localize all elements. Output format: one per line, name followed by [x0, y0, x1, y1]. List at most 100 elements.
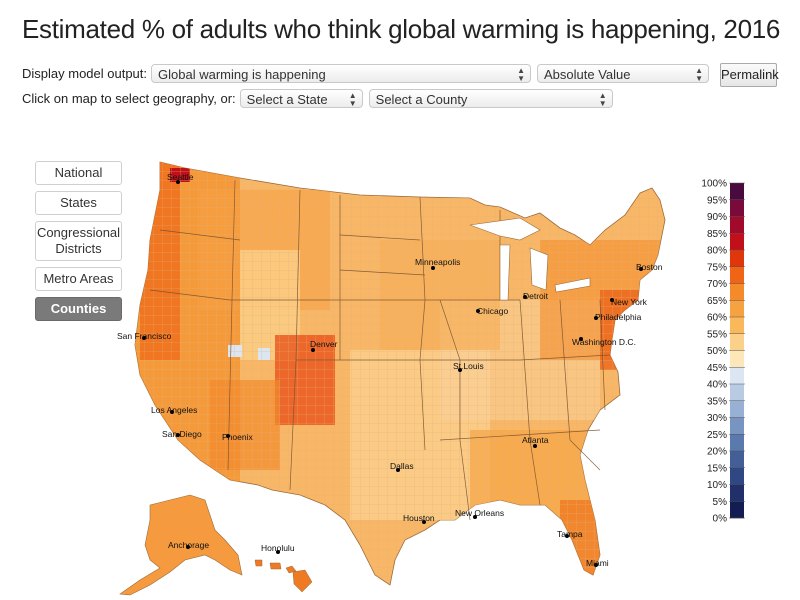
city-honolulu[interactable]: Honolulu: [261, 543, 295, 554]
legend-label: 40%: [707, 380, 727, 391]
legend-label: 25%: [707, 430, 727, 441]
city-san-francisco[interactable]: San Francisco: [117, 331, 172, 341]
state-select[interactable]: Select a State ▲ ▼: [239, 89, 363, 108]
value-type-select[interactable]: Absolute Value ▲ ▼: [537, 64, 710, 83]
legend-swatch: [730, 367, 744, 385]
geography-row: Click on map to select geography, or: Se…: [22, 89, 619, 108]
legend-swatch: [730, 467, 744, 485]
city-label: Anchorage: [168, 540, 209, 550]
legend-swatch: [730, 233, 744, 251]
legend-swatch: [730, 300, 744, 318]
city-los-angeles[interactable]: Los Angeles: [151, 405, 197, 415]
model-output-label: Display model output:: [22, 66, 148, 81]
legend-swatch: [730, 283, 744, 301]
city-label: Denver: [310, 339, 338, 349]
city-label: Houston: [403, 513, 435, 523]
geo-button-congressional-districts[interactable]: Congressional Districts: [35, 221, 122, 261]
legend-label: 15%: [707, 463, 727, 474]
legend-label: 65%: [707, 296, 727, 307]
city-label: New York: [611, 297, 648, 307]
city-minneapolis[interactable]: Minneapolis: [415, 257, 460, 270]
city-st-louis[interactable]: St.Louis: [453, 361, 484, 372]
city-chicago[interactable]: Chicago: [476, 306, 508, 316]
city-label: Atlanta: [522, 435, 549, 445]
select-arrows-icon: ▲ ▼: [517, 65, 526, 83]
city-san-diego[interactable]: San Diego: [162, 429, 202, 439]
city-label: Miami: [586, 558, 609, 568]
geo-button-counties[interactable]: Counties: [35, 297, 122, 321]
hawaii-map[interactable]: [254, 559, 313, 593]
legend-label: 80%: [707, 246, 727, 257]
legend-swatch: [730, 501, 744, 519]
city-label: San Diego: [162, 429, 202, 439]
city-philadelphia[interactable]: Philadelphia: [594, 312, 642, 322]
city-detroit[interactable]: Detroit: [523, 291, 549, 301]
legend-label: 35%: [707, 396, 727, 407]
city-label: Detroit: [523, 291, 549, 301]
city-label: Washington D.C.: [572, 337, 636, 347]
legend-label: 0%: [713, 514, 728, 525]
geo-button-national[interactable]: National: [35, 161, 122, 185]
legend-swatch: [730, 199, 744, 217]
county-select[interactable]: Select a County ▲ ▼: [368, 89, 613, 108]
city-houston[interactable]: Houston: [403, 513, 435, 524]
model-output-row: Display model output: Global warming is …: [22, 64, 715, 83]
legend-swatch: [730, 484, 744, 502]
county-select-value: Select a County: [375, 92, 468, 107]
alaska-map[interactable]: [119, 494, 243, 596]
city-denver[interactable]: Denver: [310, 339, 338, 352]
model-output-value: Global warming is happening: [158, 67, 326, 82]
select-arrows-icon: ▲ ▼: [348, 90, 357, 108]
city-label: Seattle: [167, 172, 194, 182]
legend-label: 100%: [701, 179, 727, 190]
city-label: Dallas: [390, 461, 414, 471]
city-washington-dc[interactable]: Washington D.C.: [572, 337, 636, 347]
select-arrows-icon: ▲ ▼: [598, 90, 607, 108]
geography-label: Click on map to select geography, or:: [22, 91, 236, 106]
value-type-value: Absolute Value: [544, 67, 631, 82]
model-output-select[interactable]: Global warming is happening ▲ ▼: [151, 64, 532, 83]
legend-label: 60%: [707, 313, 727, 324]
city-label: Los Angeles: [151, 405, 197, 415]
city-atlanta[interactable]: Atlanta: [522, 435, 549, 448]
legend-swatch: [730, 250, 744, 268]
city-new-orleans[interactable]: New Orleans: [455, 508, 504, 519]
city-markers: Seattle Minneapolis Boston Detroit New Y…: [117, 172, 663, 568]
legend-label: 20%: [707, 447, 727, 458]
city-anchorage[interactable]: Anchorage: [168, 540, 209, 550]
page-title: Estimated % of adults who think global w…: [22, 14, 781, 44]
city-seattle[interactable]: Seattle: [167, 172, 194, 184]
legend-swatch: [730, 434, 744, 452]
city-label: San Francisco: [117, 331, 172, 341]
legend-label: 10%: [707, 480, 727, 491]
legend-label: 55%: [707, 329, 727, 340]
city-tampa[interactable]: Tampa: [557, 529, 583, 539]
city-label: Minneapolis: [415, 257, 460, 267]
city-label: Boston: [636, 262, 663, 272]
city-dallas[interactable]: Dallas: [390, 461, 414, 472]
state-select-value: Select a State: [246, 92, 328, 107]
legend-swatch: [730, 400, 744, 418]
city-label: Honolulu: [261, 543, 295, 553]
city-miami[interactable]: Miami: [586, 558, 609, 568]
legend-swatch: [730, 183, 744, 201]
permalink-button[interactable]: Permalink: [720, 63, 779, 87]
geo-button-states[interactable]: States: [35, 191, 122, 215]
select-arrows-icon: ▲ ▼: [695, 65, 704, 83]
city-boston[interactable]: Boston: [636, 262, 663, 272]
city-label: Tampa: [557, 529, 583, 539]
color-legend: 100% 95% 90% 85% 80% 75% 70% 65% 60% 55% 50% 45% 40%…: [701, 179, 745, 525]
legend-label: 30%: [707, 413, 727, 424]
legend-label: 70%: [707, 279, 727, 290]
legend-swatch: [730, 350, 744, 368]
city-phoenix[interactable]: Phoenix: [222, 432, 253, 442]
city-label: St.Louis: [453, 361, 484, 371]
city-new-york[interactable]: New York: [610, 297, 648, 307]
legend-label: 45%: [707, 363, 727, 374]
legend-swatch: [730, 417, 744, 435]
city-label: New Orleans: [455, 508, 504, 518]
legend-swatch: [730, 451, 744, 469]
geo-button-metro-areas[interactable]: Metro Areas: [35, 267, 122, 291]
